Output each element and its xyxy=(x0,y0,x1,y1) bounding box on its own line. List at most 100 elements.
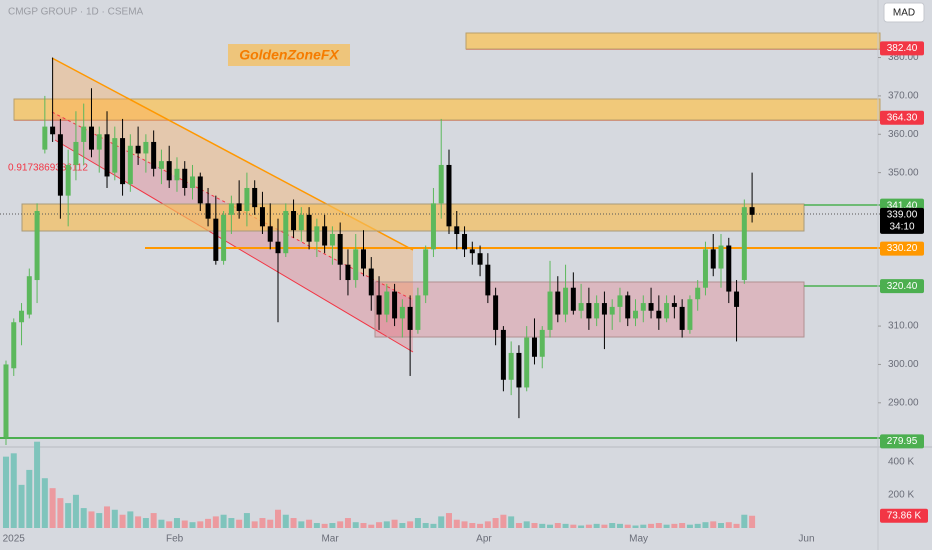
candle-body xyxy=(50,126,56,135)
volume-bar xyxy=(306,519,313,528)
volume-bar xyxy=(399,523,406,528)
candle-body xyxy=(734,291,740,307)
volume-bar xyxy=(422,523,429,528)
volume-bar xyxy=(414,518,421,528)
x-tick-label: May xyxy=(629,534,648,545)
volume-bar xyxy=(508,516,515,528)
volume-bar xyxy=(547,524,554,528)
channel-lower xyxy=(52,112,413,352)
level-label: 330.20 xyxy=(887,243,918,254)
volume-bar xyxy=(135,516,142,528)
volume-bar xyxy=(578,525,585,528)
candle-body xyxy=(135,145,141,154)
currency[interactable]: MAD xyxy=(893,8,915,19)
candle-body xyxy=(81,126,87,142)
candle-body xyxy=(252,187,258,208)
x-tick-label: Feb xyxy=(166,534,184,545)
candle-body xyxy=(11,322,17,369)
candle-body xyxy=(570,287,576,311)
candle-body xyxy=(57,134,63,196)
candle-body xyxy=(283,210,289,254)
y-tick-label: 370.00 xyxy=(888,91,919,102)
volume-bar xyxy=(655,523,662,528)
volume-bar xyxy=(282,514,289,528)
candle-body xyxy=(601,303,607,315)
candle-body xyxy=(158,161,164,169)
volume-bar xyxy=(500,514,507,528)
volume-bar xyxy=(686,524,693,528)
supply-zone xyxy=(465,32,881,50)
volume-bar xyxy=(679,523,686,528)
candle-body xyxy=(539,329,545,357)
volume-bar xyxy=(344,518,351,528)
candle-body xyxy=(407,306,413,330)
candle-body xyxy=(329,234,335,246)
y-tick-label: 290.00 xyxy=(888,397,919,408)
volume-bar xyxy=(166,521,173,528)
candle-body xyxy=(65,164,71,196)
volume-bar xyxy=(251,521,258,528)
candle-body xyxy=(446,164,452,227)
candle-body xyxy=(516,352,522,388)
volume-bar xyxy=(142,518,149,528)
volume-bar xyxy=(725,522,732,528)
candle-body xyxy=(34,210,40,281)
candle-body xyxy=(392,291,398,319)
level-badge xyxy=(880,279,924,294)
candle-body xyxy=(633,310,639,319)
volume-bar xyxy=(267,519,274,528)
candle-body xyxy=(143,141,149,154)
volume-bar xyxy=(290,518,297,528)
candle-body xyxy=(462,234,468,250)
volume-bar xyxy=(648,523,655,528)
y-tick-label: 350.00 xyxy=(888,167,919,178)
volume-bar xyxy=(570,524,577,528)
volume-bar xyxy=(461,521,468,528)
volume-bar xyxy=(205,518,212,528)
volume-bar xyxy=(593,523,600,528)
candle-body xyxy=(500,329,506,380)
volume-bar xyxy=(515,523,522,528)
candle-body xyxy=(687,299,693,330)
volume-bar xyxy=(445,513,452,528)
candle-body xyxy=(151,141,157,169)
candle-body xyxy=(493,295,499,330)
candle-body xyxy=(648,303,654,311)
last-price-label: 339.00 xyxy=(887,209,918,220)
volume-tick-label: 400 K xyxy=(888,456,914,467)
candle-body xyxy=(477,253,483,265)
candle-body xyxy=(353,249,359,281)
candle-body xyxy=(166,161,172,181)
candle-body xyxy=(531,337,537,357)
candle-body xyxy=(702,249,708,288)
volume-bar xyxy=(150,513,157,528)
volume-bar xyxy=(96,513,103,528)
candle-body xyxy=(275,241,281,254)
candle-body xyxy=(671,303,677,307)
volume-bar xyxy=(321,523,328,528)
volume-bar xyxy=(72,494,79,528)
candle-body xyxy=(298,214,304,231)
candle-body xyxy=(399,306,405,319)
volume-bar xyxy=(212,516,219,528)
volume-bar xyxy=(360,523,367,528)
level-badge xyxy=(880,434,924,449)
candle-body xyxy=(3,364,9,438)
volume-bar xyxy=(749,515,756,528)
volume-bar xyxy=(49,488,56,528)
candle-body xyxy=(438,164,444,204)
volume-bar xyxy=(26,469,33,528)
volume-bar xyxy=(313,523,320,528)
volume-bar xyxy=(718,523,725,528)
demand-zone xyxy=(21,203,805,232)
trend-line xyxy=(51,111,414,301)
candle-body xyxy=(73,141,79,165)
candle-body xyxy=(205,203,211,219)
candle-body xyxy=(617,295,623,307)
currency-button[interactable] xyxy=(883,2,925,23)
candle-body xyxy=(112,138,118,173)
watermark-box xyxy=(228,44,350,66)
volume-bar xyxy=(616,523,623,528)
volume-bar xyxy=(484,521,491,528)
volume-bar xyxy=(259,518,266,528)
